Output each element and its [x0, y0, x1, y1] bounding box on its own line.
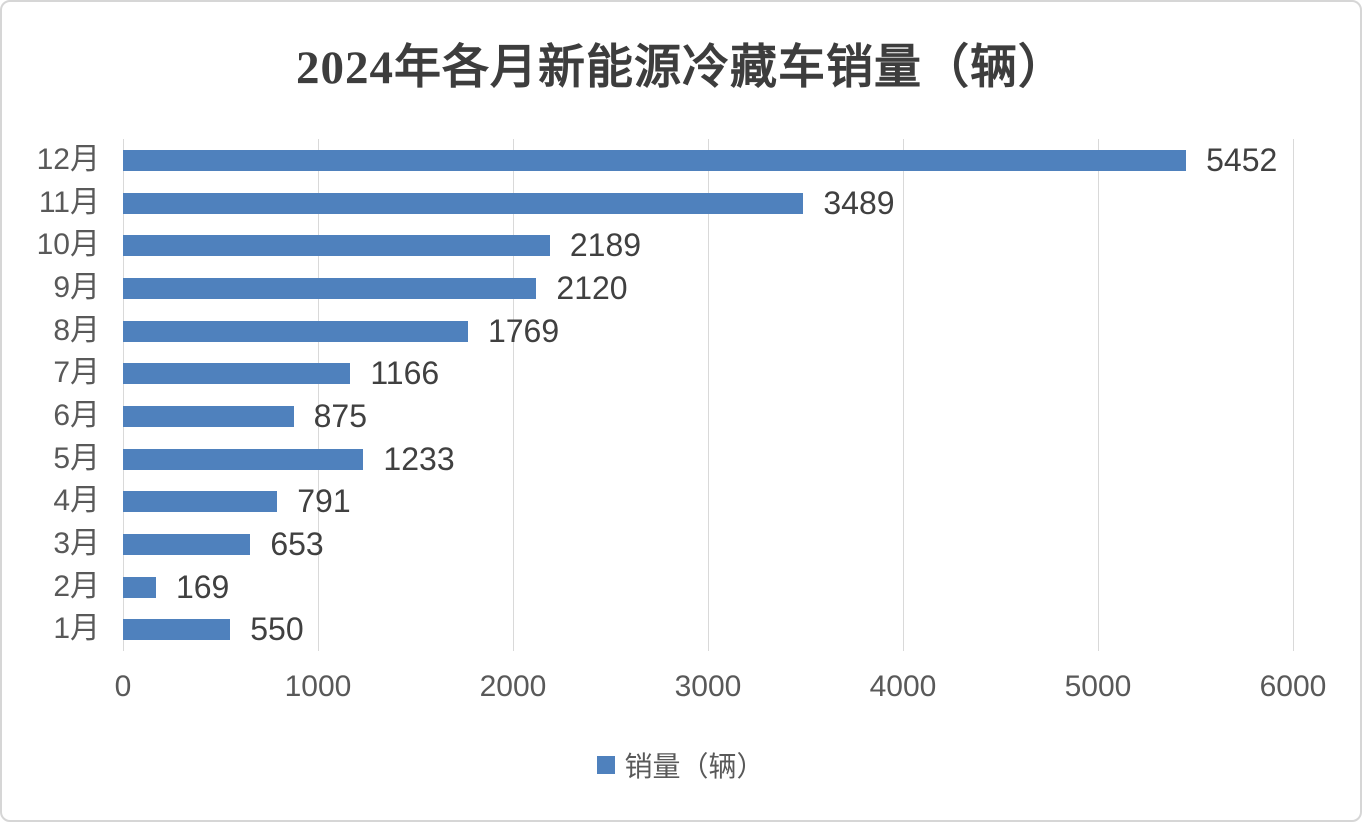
data-label: 791 — [297, 483, 351, 520]
gridline — [1293, 139, 1294, 651]
data-label: 2189 — [569, 227, 642, 264]
data-label: 653 — [270, 526, 324, 562]
bar-8月 — [123, 320, 468, 342]
bar-row: 1769 — [123, 310, 1293, 353]
legend: 销量（辆） — [2, 745, 1360, 785]
x-axis-tick-label: 5000 — [1064, 670, 1132, 703]
x-axis-tick-label: 2000 — [479, 670, 547, 703]
data-label: 550 — [250, 611, 304, 648]
y-axis-label: 3月 — [53, 526, 100, 560]
bar-3月 — [123, 534, 251, 555]
x-axis-tick-label: 0 — [114, 670, 132, 703]
bar-7月 — [123, 363, 351, 385]
bar-1月 — [123, 619, 231, 641]
gridline — [708, 139, 709, 651]
y-axis-label: 12月 — [36, 143, 100, 176]
y-axis-label: 5月 — [53, 441, 100, 475]
y-axis-labels: 12月 11月 10月 9月 8月 7月 6月 5月 4月 3月 2月 1月 — [2, 139, 102, 651]
bar-row: 2120 — [123, 267, 1293, 310]
legend-swatch-icon — [597, 756, 616, 774]
data-label: 5452 — [1206, 142, 1278, 178]
data-label: 1166 — [370, 355, 440, 392]
bar-11月 — [123, 192, 804, 214]
y-axis-label: 9月 — [53, 270, 100, 304]
data-label: 2120 — [556, 270, 628, 306]
x-axis-tick-label: 1000 — [284, 670, 352, 703]
data-label: 169 — [175, 568, 230, 605]
bar-10月 — [123, 235, 550, 257]
y-axis-label: 6月 — [53, 398, 100, 432]
bar-row: 3489 — [123, 182, 1293, 225]
bar-row: 169 — [123, 566, 1293, 609]
data-label: 3489 — [823, 184, 895, 221]
gridline — [513, 139, 514, 651]
legend-label: 销量（辆） — [624, 752, 765, 783]
bar-row: 1233 — [123, 438, 1293, 481]
gridline — [1098, 139, 1099, 651]
x-axis-tick-label: 3000 — [674, 670, 742, 703]
bar-row: 5452 — [123, 139, 1293, 182]
plot-area: 5452 3489 2189 2120 1769 1166 875 1233 791 653 169… — [123, 139, 1294, 651]
data-label: 1769 — [487, 312, 560, 349]
y-axis-label: 4月 — [53, 484, 100, 518]
bar-4月 — [123, 491, 278, 513]
bar-row: 1166 — [123, 352, 1293, 395]
bar-12月 — [123, 150, 1187, 171]
chart-title: 2024年各月新能源冷藏车销量（辆） — [296, 42, 1066, 94]
y-axis-label: 7月 — [53, 356, 100, 390]
bar-row: 653 — [123, 523, 1293, 566]
data-label: 875 — [313, 398, 368, 434]
y-axis-label: 2月 — [53, 569, 100, 603]
y-axis-label: 11月 — [38, 185, 100, 219]
bar-row: 2189 — [123, 224, 1293, 267]
bar-row: 791 — [123, 480, 1293, 523]
bar-6月 — [123, 406, 294, 427]
data-label: 1233 — [383, 440, 455, 477]
gridline — [903, 139, 904, 651]
y-axis-label: 8月 — [53, 313, 100, 347]
y-axis-label: 1月 — [53, 612, 100, 646]
bar-row: 875 — [123, 395, 1293, 438]
bar-9月 — [123, 278, 537, 299]
y-axis-label: 10月 — [36, 228, 100, 262]
gridline — [318, 139, 319, 651]
bar-2月 — [123, 576, 156, 598]
gridline — [123, 139, 124, 651]
x-axis-labels: 0 1000 2000 3000 4000 5000 6000 — [115, 670, 1327, 710]
bar-row: 550 — [123, 608, 1293, 651]
x-axis-tick-label: 4000 — [869, 670, 937, 703]
bar-5月 — [123, 448, 364, 470]
x-axis-tick-label: 6000 — [1259, 670, 1327, 703]
